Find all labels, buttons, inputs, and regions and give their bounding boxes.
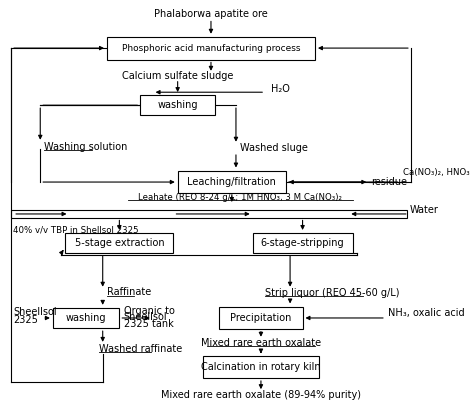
Text: Precipitation: Precipitation [230,313,292,323]
Text: NH₃, oxalic acid: NH₃, oxalic acid [388,308,465,318]
Text: Leahate (REO 8-24 g/L; 1M HNO₃, 3 M Ca(NO₃)₂: Leahate (REO 8-24 g/L; 1M HNO₃, 3 M Ca(N… [138,193,342,202]
Text: Mixed rare earth oxalate: Mixed rare earth oxalate [201,338,321,348]
FancyBboxPatch shape [203,356,319,378]
Text: Washing solution: Washing solution [45,142,128,152]
Text: 5-stage extraction: 5-stage extraction [74,238,164,248]
FancyBboxPatch shape [219,307,302,329]
Text: 2325 tank: 2325 tank [124,319,173,329]
FancyBboxPatch shape [65,233,173,253]
Text: washing: washing [157,100,198,110]
Text: Sheellsol: Sheellsol [124,312,167,322]
FancyBboxPatch shape [107,37,315,60]
Text: Calcium sulfate sludge: Calcium sulfate sludge [122,71,233,81]
Text: Ca(NO₃)₂, HNO₃: Ca(NO₃)₂, HNO₃ [402,168,469,177]
Text: washing: washing [66,313,106,323]
Text: Calcination in rotary kiln: Calcination in rotary kiln [201,362,321,372]
Text: Mixed rare earth oxalate (89-94% purity): Mixed rare earth oxalate (89-94% purity) [161,390,361,400]
Text: Phalaborwa apatite ore: Phalaborwa apatite ore [154,9,268,19]
FancyBboxPatch shape [253,233,353,253]
Text: Strip liquor (REO 45-60 g/L): Strip liquor (REO 45-60 g/L) [265,288,400,298]
Text: 6-stage-stripping: 6-stage-stripping [261,238,345,248]
Text: H₂O: H₂O [271,85,290,94]
Text: residue: residue [371,177,407,187]
Text: 40% v/v TBP in Shellsol 2325: 40% v/v TBP in Shellsol 2325 [13,226,139,235]
FancyBboxPatch shape [140,95,215,116]
Text: Raffinate: Raffinate [107,287,151,297]
FancyBboxPatch shape [178,171,286,193]
Text: 2325: 2325 [13,315,38,325]
Text: Phosphoric acid manufacturing process: Phosphoric acid manufacturing process [122,44,300,52]
Text: Water: Water [410,205,439,215]
Text: Sheellsol: Sheellsol [13,307,57,317]
Text: Organic to: Organic to [124,306,174,316]
FancyBboxPatch shape [11,210,407,218]
FancyBboxPatch shape [53,308,119,328]
Text: Washed raffinate: Washed raffinate [99,344,182,354]
Text: Leaching/filtration: Leaching/filtration [187,177,276,187]
Text: Washed sluge: Washed sluge [240,143,308,153]
